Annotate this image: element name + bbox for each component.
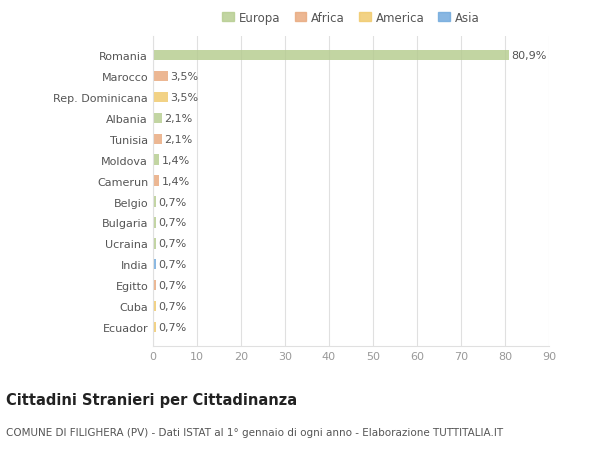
Text: COMUNE DI FILIGHERA (PV) - Dati ISTAT al 1° gennaio di ogni anno - Elaborazione : COMUNE DI FILIGHERA (PV) - Dati ISTAT al… — [6, 427, 503, 437]
Text: 1,4%: 1,4% — [161, 176, 190, 186]
Text: 3,5%: 3,5% — [170, 72, 199, 82]
Bar — [153, 322, 156, 332]
Bar — [153, 72, 169, 82]
Bar — [153, 259, 156, 270]
Bar — [153, 218, 156, 228]
Text: 0,7%: 0,7% — [158, 260, 187, 269]
Bar — [153, 301, 156, 312]
Text: 0,7%: 0,7% — [158, 197, 187, 207]
Bar — [153, 134, 162, 145]
Text: 0,7%: 0,7% — [158, 322, 187, 332]
Bar — [153, 197, 156, 207]
Text: 2,1%: 2,1% — [164, 134, 193, 145]
Bar — [153, 113, 162, 124]
Text: Cittadini Stranieri per Cittadinanza: Cittadini Stranieri per Cittadinanza — [6, 392, 297, 408]
Text: 0,7%: 0,7% — [158, 239, 187, 249]
Text: 1,4%: 1,4% — [161, 155, 190, 165]
Text: 0,7%: 0,7% — [158, 280, 187, 291]
Bar — [153, 176, 159, 186]
Text: 80,9%: 80,9% — [511, 51, 547, 61]
Text: 0,7%: 0,7% — [158, 218, 187, 228]
Legend: Europa, Africa, America, Asia: Europa, Africa, America, Asia — [223, 11, 479, 25]
Bar — [153, 280, 156, 291]
Bar — [153, 239, 156, 249]
Bar — [153, 93, 169, 103]
Text: 3,5%: 3,5% — [170, 93, 199, 103]
Bar — [153, 155, 159, 166]
Text: 2,1%: 2,1% — [164, 114, 193, 123]
Text: 0,7%: 0,7% — [158, 302, 187, 311]
Bar — [153, 51, 509, 61]
